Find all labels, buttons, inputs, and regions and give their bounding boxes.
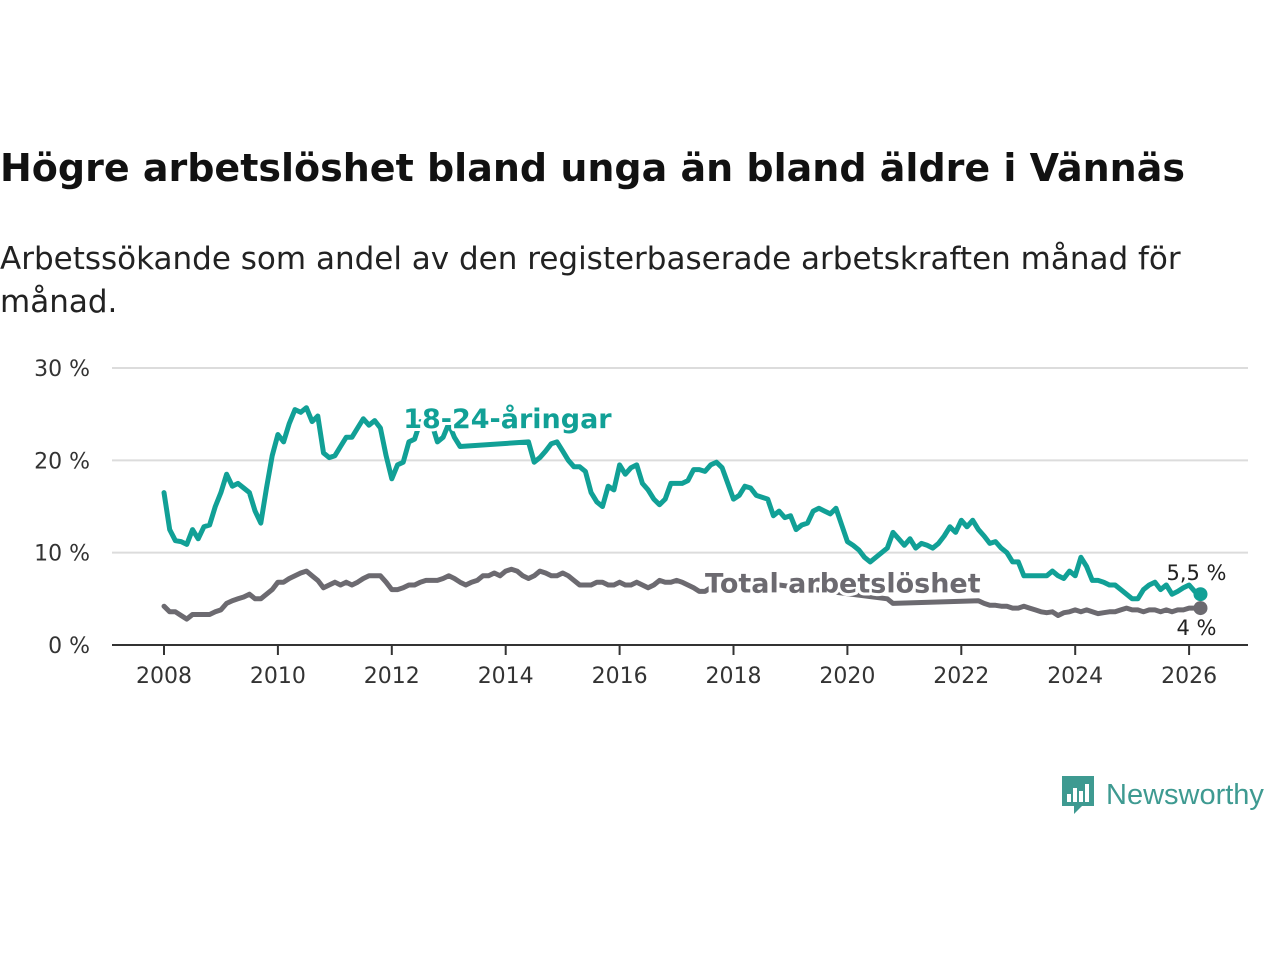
x-tick-label: 2024 [1047, 664, 1103, 689]
series-end-point [1193, 587, 1208, 602]
newsworthy-logo-icon [1062, 776, 1094, 814]
chart-subtitle: Arbetssökande som andel av den registerb… [0, 241, 1181, 320]
x-tick-label: 2018 [706, 664, 762, 689]
y-tick-label: 10 % [34, 542, 90, 567]
x-tick-label: 2022 [933, 664, 989, 689]
x-tick-label: 2026 [1161, 664, 1217, 689]
y-tick-label: 20 % [34, 449, 90, 474]
y-tick-label: 0 % [48, 634, 90, 659]
series-label-youth: 18-24-åringar [403, 403, 612, 435]
series-end-label: 5,5 % [1166, 561, 1226, 585]
series-line-youth [161, 405, 1203, 602]
x-tick-label: 2012 [364, 664, 420, 689]
x-tick-label: 2010 [250, 664, 306, 689]
x-tick-label: 2020 [819, 664, 875, 689]
series-line-total [161, 566, 1203, 622]
series-label-total: Total arbetslöshet [705, 568, 981, 599]
line-chart: 0 % 10 % 20 % 30 % 2008 2010 2012 2014 2016 2018 2… [34, 357, 1248, 689]
newsworthy-brand: Newsworthy [1058, 772, 1264, 818]
x-tick-label: 2016 [592, 664, 648, 689]
series-end-label: 4 % [1176, 616, 1216, 640]
y-tick-label: 30 % [34, 357, 90, 382]
brand-name: Newsworthy [1106, 778, 1264, 811]
series-end-point [1193, 601, 1208, 616]
chart-title: Högre arbetslöshet bland unga än bland ä… [0, 146, 1185, 190]
x-tick-label: 2008 [136, 664, 192, 689]
x-tick-label: 2014 [478, 664, 534, 689]
